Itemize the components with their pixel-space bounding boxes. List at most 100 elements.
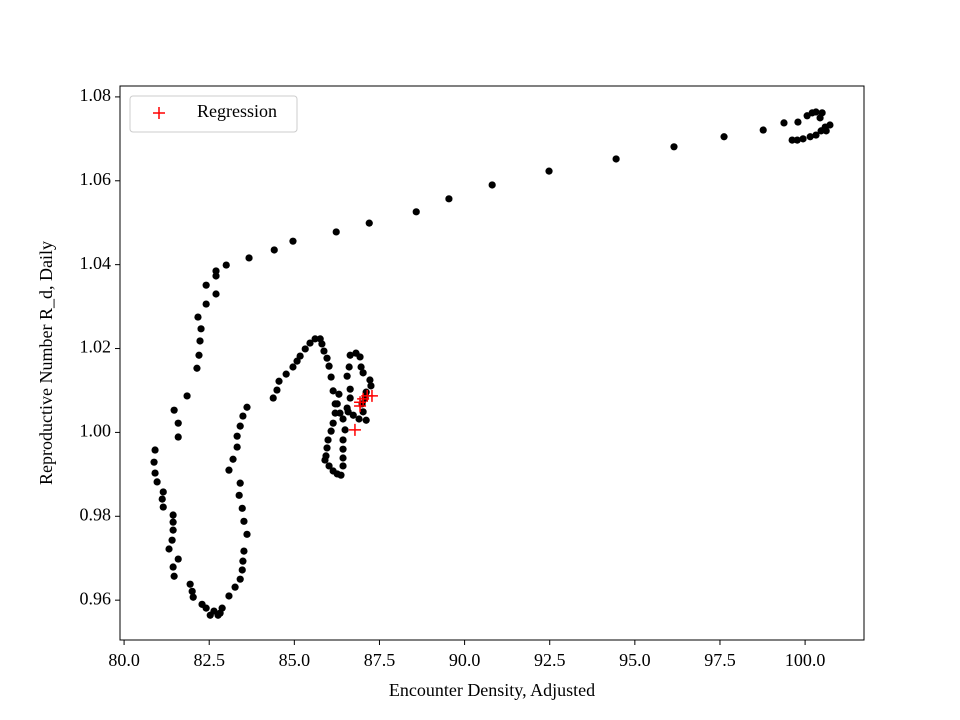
point [236, 575, 244, 583]
point [803, 112, 811, 120]
point [169, 526, 177, 534]
point [197, 325, 205, 333]
point [327, 373, 335, 381]
point [818, 109, 826, 117]
point [169, 511, 177, 519]
y-tick-label: 1.00 [80, 421, 112, 441]
point [233, 443, 241, 451]
point [174, 555, 182, 563]
point [720, 133, 728, 141]
point [151, 446, 159, 454]
point [339, 462, 347, 470]
point [269, 394, 277, 402]
legend-label: Regression [197, 101, 277, 121]
point [359, 369, 367, 377]
point [343, 372, 351, 380]
point [225, 466, 233, 474]
point [188, 587, 196, 595]
point [346, 394, 354, 402]
point [323, 354, 331, 362]
point [337, 471, 345, 479]
point [488, 181, 496, 189]
point [311, 335, 319, 343]
point [780, 119, 788, 127]
point [216, 609, 224, 617]
point [812, 131, 820, 139]
point [158, 495, 166, 503]
point [289, 237, 297, 245]
point [333, 400, 341, 408]
x-tick-label: 97.5 [704, 650, 736, 670]
point [174, 433, 182, 441]
point [289, 363, 297, 371]
point [788, 136, 796, 144]
legend-marker [153, 107, 165, 119]
point [168, 536, 176, 544]
y-tick-label: 0.98 [80, 504, 112, 524]
point [296, 352, 304, 360]
point [339, 415, 347, 423]
point [270, 246, 278, 254]
point [799, 135, 807, 143]
point [153, 478, 161, 486]
x-tick-label: 90.0 [449, 650, 481, 670]
point [231, 583, 239, 591]
point [339, 454, 347, 462]
y-axis-label: Reproductive Number R_d, Daily [36, 241, 56, 485]
point [365, 389, 378, 402]
point [365, 219, 373, 227]
point [348, 423, 361, 436]
point [324, 436, 332, 444]
point [367, 382, 375, 390]
x-tick-label: 80.0 [108, 650, 140, 670]
point [344, 408, 352, 416]
point [355, 415, 363, 423]
point [366, 376, 374, 384]
point [193, 364, 201, 372]
point [238, 566, 246, 574]
point [362, 416, 370, 424]
point [238, 504, 246, 512]
point [321, 456, 329, 464]
point [357, 363, 365, 371]
y-tick-label: 1.04 [80, 253, 112, 273]
point [336, 409, 344, 417]
point [222, 261, 230, 269]
point [229, 455, 237, 463]
point [239, 412, 247, 420]
point [165, 545, 173, 553]
point [170, 572, 178, 580]
point [670, 143, 678, 151]
point [245, 254, 253, 262]
point [346, 385, 354, 393]
point [445, 195, 453, 203]
point [345, 363, 353, 371]
point [412, 208, 420, 216]
point [273, 386, 281, 394]
point [243, 403, 251, 411]
point [325, 362, 333, 370]
point [202, 300, 210, 308]
point [159, 503, 167, 511]
point [275, 377, 283, 385]
point [183, 392, 191, 400]
point [212, 290, 220, 298]
point [341, 426, 349, 434]
point [194, 313, 202, 321]
point [327, 427, 335, 435]
point [545, 167, 553, 175]
point [339, 445, 347, 453]
point [169, 563, 177, 571]
point [150, 458, 158, 466]
x-tick-label: 92.5 [534, 650, 566, 670]
point [170, 406, 178, 414]
point [212, 272, 220, 280]
point [196, 337, 204, 345]
point [362, 388, 370, 396]
point [335, 390, 343, 398]
point [236, 422, 244, 430]
point [356, 353, 364, 361]
point [202, 281, 210, 289]
